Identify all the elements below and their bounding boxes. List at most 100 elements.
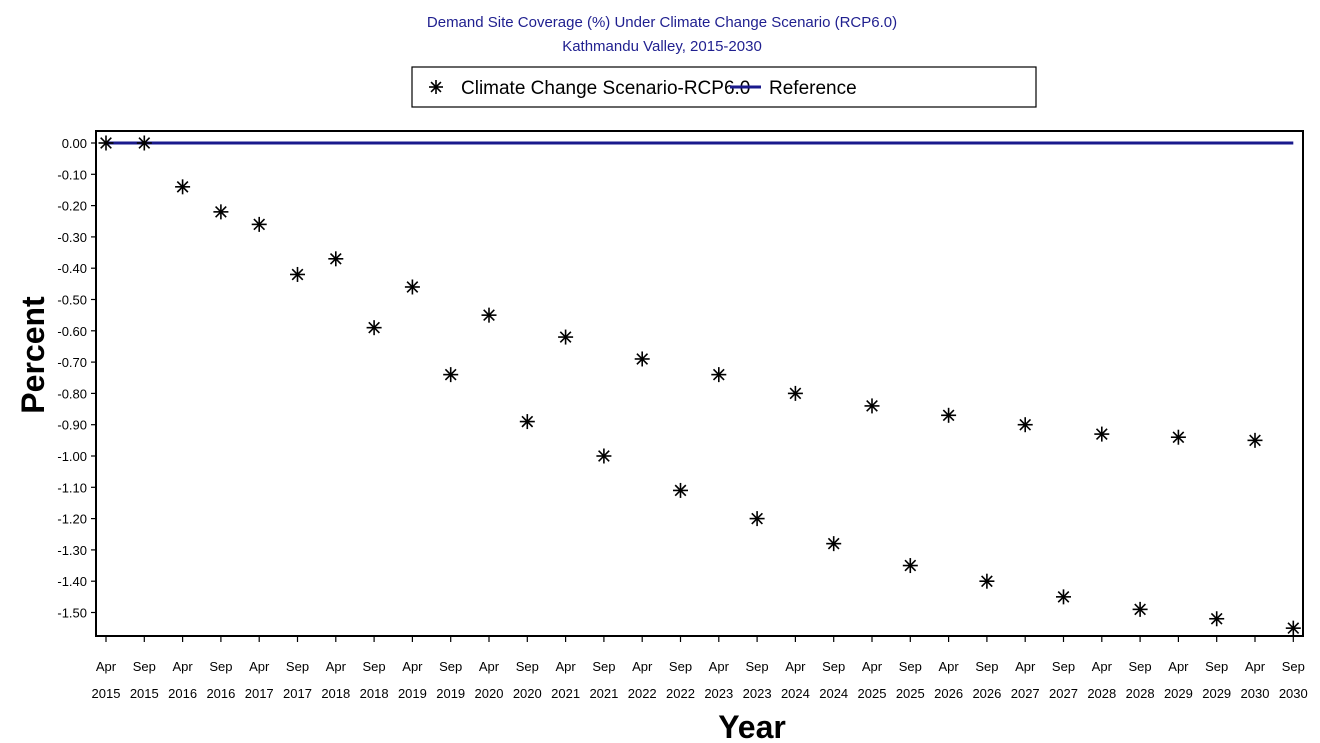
scenario-series <box>98 135 1301 636</box>
data-point <box>175 179 191 195</box>
data-point <box>481 307 497 323</box>
x-tick-label-month: Apr <box>402 659 423 674</box>
x-tick-label-month: Sep <box>286 659 309 674</box>
x-tick-label-month: Apr <box>172 659 193 674</box>
x-tick-label-year: 2029 <box>1202 686 1231 701</box>
legend-box <box>411 66 1037 108</box>
chart-subtitle: Kathmandu Valley, 2015-2030 <box>562 38 762 55</box>
x-tick-label-year: 2027 <box>1049 686 1078 701</box>
y-tick-label: -0.40 <box>57 261 87 276</box>
data-point <box>864 398 880 414</box>
x-tick-label-year: 2020 <box>513 686 542 701</box>
x-tick-label-year: 2024 <box>781 686 810 701</box>
x-tick-label-year: 2017 <box>283 686 312 701</box>
x-tick-label-month: Apr <box>1245 659 1266 674</box>
data-point <box>404 279 420 295</box>
x-tick-label-year: 2026 <box>972 686 1001 701</box>
data-point <box>1170 429 1186 445</box>
y-tick-label: -0.60 <box>57 324 87 339</box>
x-tick-label-month: Apr <box>555 659 576 674</box>
y-axis: 0.00 -0.10 -0.20 -0.30 -0.40 -0.50 -0.60 -0.70 -… <box>57 136 96 621</box>
x-tick-label-year: 2019 <box>436 686 465 701</box>
x-tick-label-month: Sep <box>439 659 462 674</box>
x-tick-label-month: Apr <box>785 659 806 674</box>
y-tick-label: -1.50 <box>57 606 87 621</box>
data-point <box>519 414 535 430</box>
x-tick-label-month: Sep <box>1205 659 1228 674</box>
x-tick-label-month: Apr <box>326 659 347 674</box>
data-point <box>290 266 305 282</box>
x-tick-label-year: 2022 <box>628 686 657 701</box>
data-point <box>366 320 382 336</box>
x-tick-label-year: 2018 <box>321 686 350 701</box>
x-tick-label-month: Sep <box>1129 659 1152 674</box>
legend-label-scenario: Climate Change Scenario-RCP6.0 <box>461 78 750 99</box>
x-tick-label-year: 2029 <box>1164 686 1193 701</box>
y-tick-label: -0.70 <box>57 355 87 370</box>
legend: Climate Change Scenario-RCP6.0 Reference <box>411 66 1037 108</box>
data-point <box>979 573 995 589</box>
x-tick-label-year: 2022 <box>666 686 695 701</box>
data-point <box>749 511 765 527</box>
x-tick-label-year: 2030 <box>1241 686 1270 701</box>
data-point <box>1209 611 1225 627</box>
x-tick-label-month: Apr <box>632 659 653 674</box>
x-tick-label-year: 2015 <box>92 686 121 701</box>
y-tick-label: -1.30 <box>57 543 87 558</box>
x-tick-label-year: 2030 <box>1279 686 1308 701</box>
data-point <box>328 251 344 267</box>
x-tick-label-year: 2016 <box>206 686 235 701</box>
x-axis-label: Year <box>718 709 786 743</box>
legend-label-reference: Reference <box>769 78 857 99</box>
x-tick-label-year: 2023 <box>743 686 772 701</box>
data-point <box>251 216 267 232</box>
y-tick-label: -0.90 <box>57 418 87 433</box>
y-tick-label: -0.10 <box>57 167 87 182</box>
x-tick-label-month: Apr <box>249 659 270 674</box>
y-tick-label: -1.20 <box>57 512 87 527</box>
x-tick-label-year: 2027 <box>1011 686 1040 701</box>
x-tick-label-month: Apr <box>479 659 500 674</box>
x-tick-label-year: 2015 <box>130 686 159 701</box>
x-tick-label-year: 2025 <box>896 686 925 701</box>
x-tick-label-month: Sep <box>133 659 156 674</box>
x-tick-label-month: Sep <box>746 659 769 674</box>
x-tick-label-month: Apr <box>709 659 730 674</box>
y-tick-label: -0.80 <box>57 386 87 401</box>
x-tick-label-year: 2023 <box>704 686 733 701</box>
x-tick-label-year: 2019 <box>398 686 427 701</box>
data-point <box>1285 620 1301 636</box>
x-tick-label-month: Apr <box>938 659 959 674</box>
plot-frame <box>95 130 1304 637</box>
x-tick-label-month: Sep <box>822 659 845 674</box>
data-point <box>213 204 229 220</box>
x-tick-label-year: 2028 <box>1087 686 1116 701</box>
y-tick-label: 0.00 <box>62 136 87 151</box>
x-tick-label-month: Sep <box>363 659 386 674</box>
x-tick-label-month: Sep <box>669 659 692 674</box>
x-tick-label-month: Apr <box>1092 659 1113 674</box>
y-tick-label: -0.30 <box>57 230 87 245</box>
data-point <box>673 482 688 498</box>
x-tick-label-year: 2024 <box>819 686 848 701</box>
data-point <box>136 135 152 151</box>
x-tick-label-year: 2028 <box>1126 686 1155 701</box>
x-tick-label-month: Sep <box>209 659 232 674</box>
y-tick-label: -1.40 <box>57 574 87 589</box>
chart-title: Demand Site Coverage (%) Under Climate C… <box>427 14 897 31</box>
x-tick-label-month: Sep <box>1052 659 1075 674</box>
x-tick-label-year: 2026 <box>934 686 963 701</box>
data-point <box>596 448 612 464</box>
data-point <box>787 385 803 401</box>
x-tick-label-year: 2021 <box>551 686 580 701</box>
x-tick-label-year: 2016 <box>168 686 197 701</box>
x-tick-label-month: Sep <box>592 659 615 674</box>
data-point <box>98 135 114 151</box>
data-point <box>443 367 459 383</box>
x-tick-label-month: Sep <box>1282 659 1305 674</box>
legend-marker-scenario <box>429 80 443 94</box>
data-point <box>1094 426 1110 442</box>
x-tick-label-month: Apr <box>1168 659 1189 674</box>
x-tick-label-year: 2020 <box>475 686 504 701</box>
